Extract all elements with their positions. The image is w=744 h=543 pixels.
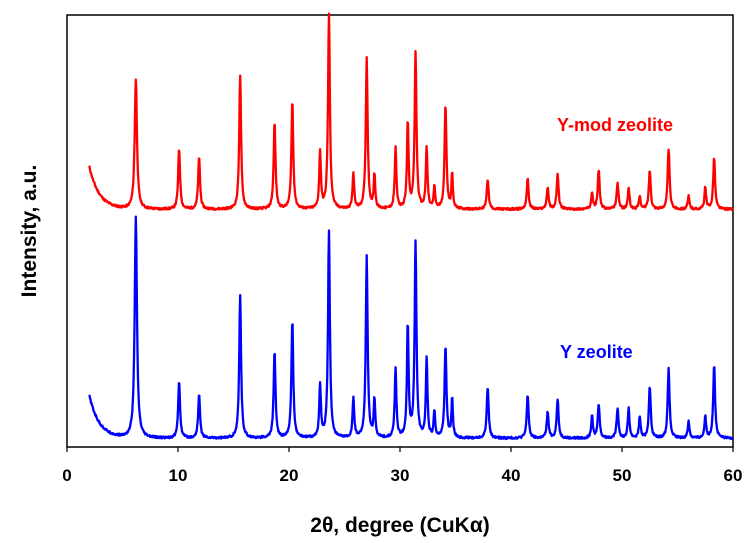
x-tick-label: 50 [613, 466, 632, 485]
x-axis-title: 2θ, degree (CuKα) [310, 514, 489, 537]
x-axis-ticks: 0 10 20 30 40 50 60 [62, 447, 742, 485]
x-tick-label: 30 [391, 466, 410, 485]
series-label-y: Y zeolite [560, 342, 633, 362]
x-tick-label: 60 [724, 466, 743, 485]
series-layer [88, 12, 735, 441]
plot-frame [66, 14, 734, 448]
series-label-y-mod: Y-mod zeolite [557, 115, 673, 135]
x-tick-label: 20 [280, 466, 299, 485]
series-line-y-zeolite [88, 215, 734, 441]
y-axis-title: Intensity, a.u. [18, 165, 41, 298]
x-tick-label: 40 [502, 466, 521, 485]
x-tick-label: 10 [169, 466, 188, 485]
series-line-y-mod-zeolite [88, 12, 735, 212]
x-tick-label: 0 [62, 466, 71, 485]
